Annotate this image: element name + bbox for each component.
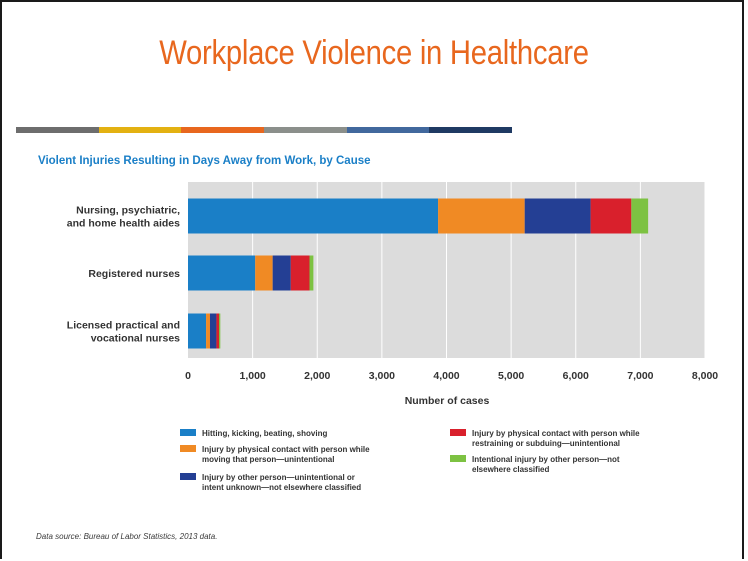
x-tick-label: 4,000 [433, 370, 459, 382]
bar-segment [206, 313, 210, 349]
bar-segment [255, 255, 273, 291]
legend-label: Injury by physical contact with person w… [202, 445, 370, 454]
category-label: and home health aides [67, 218, 180, 230]
stripe-segment [346, 127, 430, 133]
legend-swatch [180, 473, 196, 480]
bar-segment [209, 313, 217, 349]
stripe-segment [264, 127, 347, 133]
bar-segment [272, 255, 291, 291]
stripe-segment [429, 127, 513, 133]
bar-segment [219, 313, 221, 349]
bar-segment [188, 255, 256, 291]
chart-title: Violent Injuries Resulting in Days Away … [38, 155, 371, 167]
bar-segment [309, 255, 314, 291]
data-source-note: Data source: Bureau of Labor Statistics,… [36, 532, 218, 541]
x-tick-label: 7,000 [627, 370, 653, 382]
x-tick-label: 0 [185, 370, 191, 382]
category-label: vocational nurses [91, 333, 180, 345]
legend-label: Hitting, kicking, beating, shoving [202, 429, 327, 438]
legend-label: intent unknown—not elsewhere classified [202, 483, 361, 492]
legend-swatch [450, 455, 466, 462]
x-axis-label: Number of cases [405, 395, 490, 407]
bar-segment [290, 255, 310, 291]
legend-swatch [180, 445, 196, 452]
legend-label: Injury by physical contact with person w… [472, 429, 640, 438]
legend-label: Intentional injury by other person—not [472, 455, 620, 464]
category-label: Licensed practical and [67, 320, 180, 332]
title-stripe [16, 127, 513, 133]
category-label: Registered nurses [88, 268, 180, 280]
x-tick-label: 2,000 [304, 370, 330, 382]
x-tick-label: 8,000 [692, 370, 718, 382]
legend-label: moving that person—unintentional [202, 455, 334, 464]
bar-segment [438, 198, 525, 234]
category-label: Nursing, psychiatric, [76, 205, 180, 217]
legend-swatch [450, 429, 466, 436]
x-tick-label: 3,000 [369, 370, 395, 382]
bar-segment [188, 313, 207, 349]
x-tick-label: 1,000 [239, 370, 265, 382]
stripe-segment [16, 127, 99, 133]
x-tick-label: 5,000 [498, 370, 524, 382]
legend-label: restraining or subduing—unintentional [472, 439, 620, 448]
x-tick-label: 6,000 [563, 370, 589, 382]
bar-segment [590, 198, 632, 234]
bar-segment [188, 198, 439, 234]
stripe-segment [98, 127, 182, 133]
bar-segment [524, 198, 591, 234]
legend-swatch [180, 429, 196, 436]
legend-label: elsewhere classified [472, 465, 549, 474]
stripe-segment [181, 127, 265, 133]
bar-segment [631, 198, 649, 234]
legend-label: Injury by other person—unintentional or [202, 473, 355, 482]
slide-title: Workplace Violence in Healthcare [159, 34, 589, 72]
bar-segment [216, 313, 220, 349]
